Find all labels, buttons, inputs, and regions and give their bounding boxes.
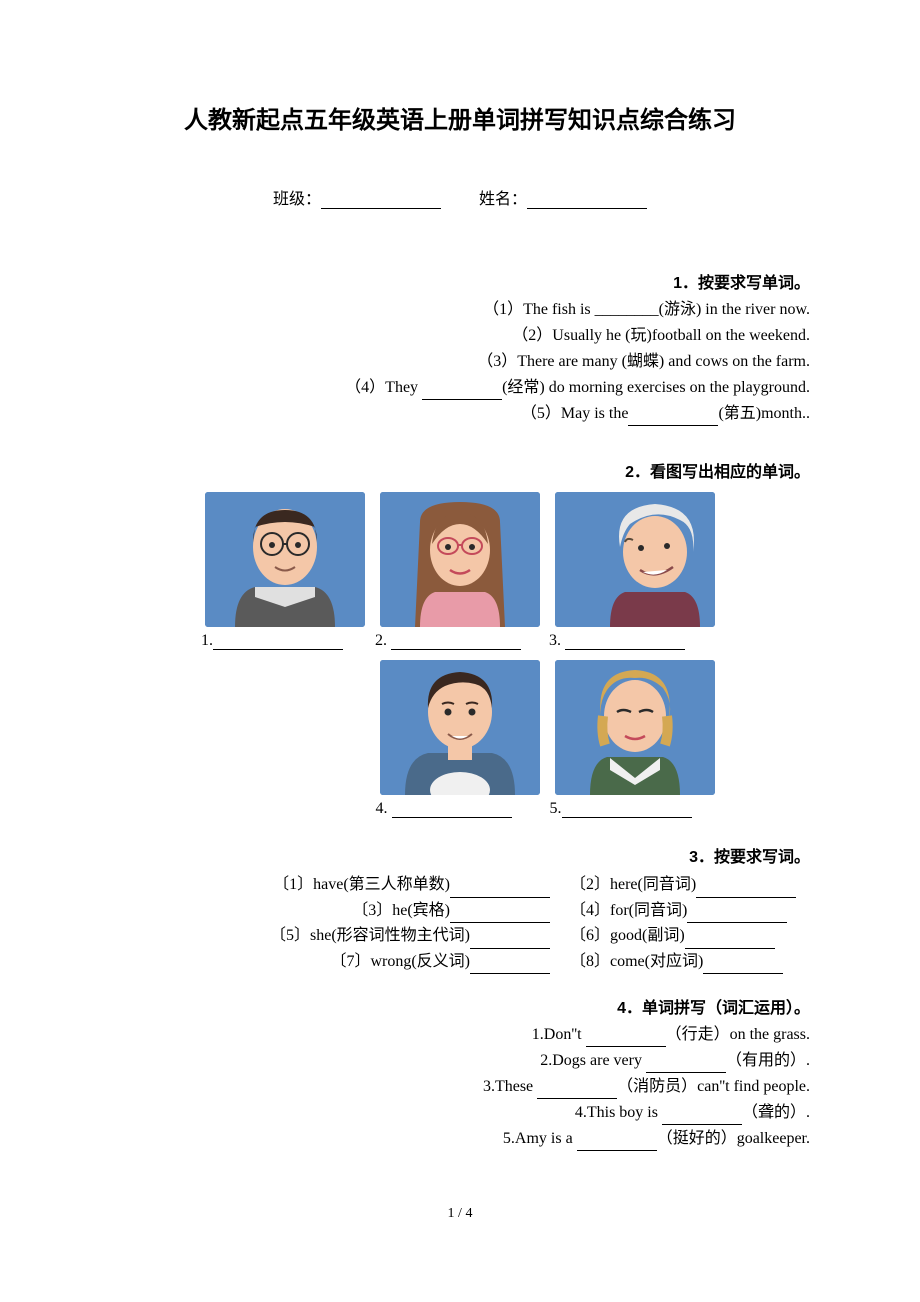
image-labels-row-2: 4. 5. [110, 800, 810, 818]
img-label-2: 2. [375, 632, 387, 649]
s1-q4-pre: （4）They [345, 379, 422, 396]
s1-q4-post: (经常) do morning exercises on the playgro… [502, 379, 810, 396]
img-label-1: 1. [201, 632, 213, 649]
s4-q5-pre: 5.Amy is a [503, 1130, 577, 1147]
s1-q5-blank[interactable] [628, 410, 718, 426]
s4-q3-blank[interactable] [537, 1083, 617, 1099]
section-3-row-1: 〔1〕have(第三人称单数) 〔2〕here(同音词) [110, 872, 810, 898]
s4-q5-post: （挺好的）goalkeeper. [657, 1130, 810, 1147]
s3-b6[interactable] [685, 933, 775, 949]
s4-q4: 4.This boy is （聋的）. [110, 1101, 810, 1125]
section-3-row-3: 〔5〕she(形容词性物主代词) 〔6〕good(副词) [110, 923, 810, 949]
s4-q2: 2.Dogs are very （有用的）. [110, 1049, 810, 1073]
s4-q4-post: （聋的）. [742, 1104, 810, 1121]
s3-b1[interactable] [450, 882, 550, 898]
s1-q5-pre: （5）May is the [521, 405, 629, 422]
name-blank[interactable] [527, 191, 647, 209]
s1-q4-blank[interactable] [422, 384, 502, 400]
s4-q1: 1.Don''t （行走）on the grass. [110, 1023, 810, 1047]
s3-r4-r: 〔8〕come(对应词) [570, 953, 703, 970]
s4-q2-post: （有用的）. [726, 1052, 810, 1069]
avatar-2-mother [380, 492, 540, 627]
section-4-title: 4．单词拼写（词汇运用）。 [110, 994, 810, 1018]
s3-b3[interactable] [450, 907, 550, 923]
s1-q4: （4）They (经常) do morning exercises on the… [110, 376, 810, 400]
avatar-4-brother [380, 660, 540, 795]
image-row-1 [110, 492, 810, 627]
s4-q5-blank[interactable] [577, 1135, 657, 1151]
img-label-3: 3. [549, 632, 561, 649]
class-blank[interactable] [321, 191, 441, 209]
image-labels-row-1: 1. 2. 3. [110, 632, 810, 650]
s4-q1-pre: 1.Don''t [532, 1026, 586, 1043]
s3-r2-l: 〔3〕he(宾格) [352, 902, 450, 919]
s4-q5: 5.Amy is a （挺好的）goalkeeper. [110, 1127, 810, 1151]
section-2-title: 2．看图写出相应的单词。 [110, 458, 810, 482]
s4-q3-pre: 3.These [483, 1078, 537, 1095]
img-blank-5[interactable] [562, 802, 692, 818]
s1-q2: （2）Usually he (玩)football on the weekend… [110, 324, 810, 348]
s4-q2-blank[interactable] [646, 1057, 726, 1073]
avatar-3-grandma [555, 492, 715, 627]
s3-b2[interactable] [696, 882, 796, 898]
s4-q3: 3.These （消防员）can''t find people. [110, 1075, 810, 1099]
page-number: 1 / 4 [448, 1206, 473, 1222]
avatar-5-aunt [555, 660, 715, 795]
name-label: 姓名： [479, 191, 527, 208]
s3-r1-r: 〔2〕here(同音词) [570, 876, 696, 893]
section-1-title: 1．按要求写单词。 [110, 269, 810, 293]
section-3-row-4: 〔7〕wrong(反义词) 〔8〕come(对应词) [110, 949, 810, 975]
img-label-5: 5. [550, 800, 562, 817]
s4-q3-post: （消防员）can''t find people. [617, 1078, 810, 1095]
s3-r4-l: 〔7〕wrong(反义词) [330, 953, 470, 970]
s3-r3-r: 〔6〕good(副词) [570, 927, 685, 944]
s3-b4[interactable] [687, 907, 787, 923]
img-blank-1[interactable] [213, 634, 343, 650]
class-name-row: 班级： 姓名： [110, 185, 810, 209]
s4-q2-pre: 2.Dogs are very [540, 1052, 646, 1069]
s3-b5[interactable] [470, 933, 550, 949]
s3-r1-l: 〔1〕have(第三人称单数) [273, 876, 450, 893]
s3-r3-l: 〔5〕she(形容词性物主代词) [270, 927, 470, 944]
s3-b8[interactable] [703, 958, 783, 974]
img-blank-3[interactable] [565, 634, 685, 650]
img-blank-2[interactable] [391, 634, 521, 650]
s3-r2-r: 〔4〕for(同音词) [570, 902, 687, 919]
s1-q5: （5）May is the (第五)month.. [110, 402, 810, 426]
img-label-4: 4. [376, 800, 388, 817]
document-title: 人教新起点五年级英语上册单词拼写知识点综合练习 [110, 100, 810, 135]
avatar-1-father [205, 492, 365, 627]
section-3-row-2: 〔3〕he(宾格) 〔4〕for(同音词) [110, 898, 810, 924]
s4-q4-pre: 4.This boy is [575, 1104, 662, 1121]
img-blank-4[interactable] [392, 802, 512, 818]
s4-q1-post: （行走）on the grass. [666, 1026, 810, 1043]
s4-q4-blank[interactable] [662, 1109, 742, 1125]
s1-q3: （3）There are many (蝴蝶) and cows on the f… [110, 350, 810, 374]
s1-q1: （1）The fish is ________(游泳) in the river… [110, 298, 810, 322]
s1-q5-post: (第五)month.. [718, 405, 810, 422]
section-3-title: 3．按要求写词。 [110, 843, 810, 867]
s4-q1-blank[interactable] [586, 1031, 666, 1047]
image-row-2 [110, 660, 810, 795]
s3-b7[interactable] [470, 958, 550, 974]
class-label: 班级： [273, 191, 321, 208]
